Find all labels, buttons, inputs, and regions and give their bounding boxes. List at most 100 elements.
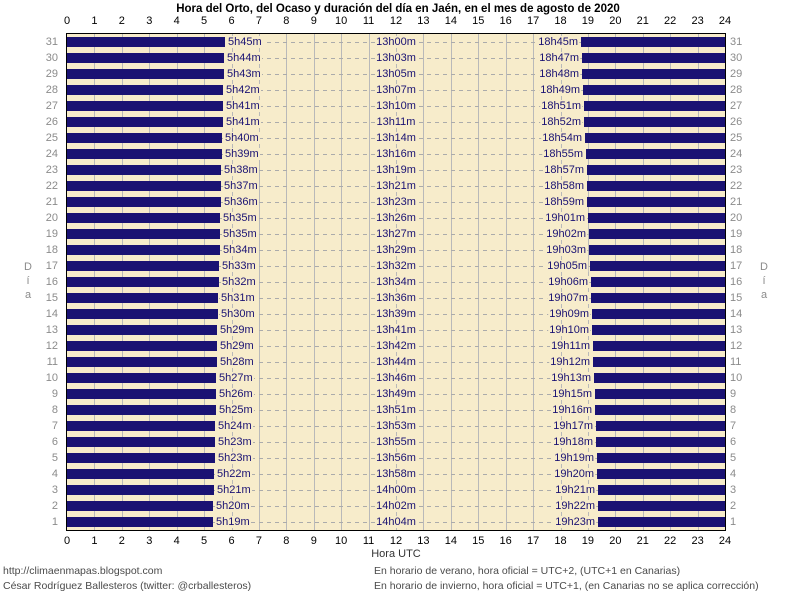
day-duration-label: 14h04m — [375, 516, 417, 528]
footer-note-winter: En horario de invierno, hora oficial = U… — [374, 580, 759, 592]
sunrise-time-label: 5h19m — [215, 516, 251, 528]
hour-tick-label: 20 — [609, 15, 622, 27]
night-bar-morning — [67, 277, 219, 287]
night-bar-morning — [67, 149, 222, 159]
hour-tick-label: 0 — [63, 535, 71, 547]
night-bar-morning — [67, 357, 217, 367]
day-number-label: 27 — [45, 100, 58, 112]
footer-note-summer: En horario de verano, hora oficial = UTC… — [374, 565, 681, 577]
night-bar-evening — [588, 213, 725, 223]
sunrise-time-label: 5h36m — [223, 196, 259, 208]
day-number-label: 5 — [730, 452, 737, 464]
hour-tick-label: 2 — [118, 15, 125, 27]
night-bar-evening — [593, 357, 725, 367]
day-number-label: 24 — [730, 148, 743, 160]
day-number-label: 9 — [51, 388, 58, 400]
day-number-label: 8 — [730, 404, 737, 416]
night-bar-morning — [67, 165, 221, 175]
day-number-label: 8 — [51, 404, 58, 416]
hour-tick-label: 18 — [554, 15, 567, 27]
day-number-label: 2 — [730, 500, 737, 512]
sunrise-time-label: 5h43m — [226, 68, 262, 80]
day-duration-label: 13h07m — [375, 84, 417, 96]
day-duration-label: 13h58m — [375, 468, 417, 480]
sunset-time-label: 19h17m — [552, 420, 594, 432]
night-bar-evening — [595, 389, 725, 399]
sunset-time-label: 19h10m — [548, 324, 590, 336]
night-bar-evening — [584, 117, 725, 127]
hour-tick-label: 17 — [526, 15, 540, 27]
day-number-label: 30 — [45, 52, 58, 64]
day-number-label: 15 — [45, 292, 58, 304]
day-duration-label: 13h42m — [375, 340, 417, 352]
day-number-label: 20 — [730, 212, 743, 224]
day-number-label: 4 — [51, 468, 58, 480]
sunset-time-label: 19h22m — [554, 500, 596, 512]
day-duration-label: 13h44m — [375, 356, 417, 368]
hour-tick-label: 3 — [146, 535, 153, 547]
day-duration-label: 13h32m — [375, 260, 417, 272]
sunset-time-label: 19h01m — [544, 212, 586, 224]
sunrise-time-label: 5h32m — [221, 276, 257, 288]
sunset-time-label: 19h19m — [553, 452, 595, 464]
hour-tick-label: 6 — [228, 535, 235, 547]
day-number-label: 9 — [730, 388, 737, 400]
hour-tick-label: 24 — [718, 535, 732, 547]
day-number-label: 3 — [51, 484, 58, 496]
night-bar-evening — [592, 309, 725, 319]
day-number-label: 21 — [730, 196, 743, 208]
hour-tick-label: 21 — [636, 535, 649, 547]
hour-tick-label: 22 — [664, 15, 677, 27]
night-bar-morning — [67, 229, 220, 239]
night-bar-morning — [67, 213, 220, 223]
day-number-label: 23 — [730, 164, 743, 176]
hour-tick-label: 15 — [472, 535, 485, 547]
day-number-label: 26 — [730, 116, 743, 128]
footer-url: http://climaenmapas.blogspot.com — [3, 565, 163, 577]
day-number-label: 22 — [730, 180, 743, 192]
hour-tick-label: 11 — [362, 15, 375, 27]
day-number-label: 14 — [730, 308, 743, 320]
night-bar-morning — [67, 453, 215, 463]
day-number-label: 17 — [730, 260, 743, 272]
day-number-label: 30 — [730, 52, 743, 64]
sunset-time-label: 19h23m — [554, 516, 596, 528]
day-number-label: 14 — [45, 308, 58, 320]
x-axis-top: 0 1 2 3 4 5 6 7 8 9 10 11 12 13 14 15 16 17 18 19 20 21 22 23 24 — [0, 15, 796, 28]
night-bar-evening — [597, 469, 725, 479]
sunset-time-label: 19h09m — [548, 308, 590, 320]
day-duration-label: 13h21m — [375, 180, 417, 192]
day-number-label: 31 — [45, 36, 58, 48]
sunset-time-label: 19h16m — [551, 404, 593, 416]
sunrise-time-label: 5h34m — [222, 244, 258, 256]
hour-tick-label: 20 — [609, 535, 622, 547]
night-bar-morning — [67, 101, 223, 111]
hour-tick-label: 16 — [499, 15, 512, 27]
night-bar-morning — [67, 437, 215, 447]
day-duration-label: 13h41m — [375, 324, 417, 336]
day-number-label: 13 — [730, 324, 743, 336]
x-axis-bottom: 0 1 2 3 4 5 6 7 8 9 10 11 12 13 14 15 16 17 18 19 20 21 22 23 24 — [0, 535, 796, 548]
sunrise-time-label: 5h35m — [222, 212, 258, 224]
day-number-label: 29 — [730, 68, 743, 80]
hour-tick-label: 4 — [173, 15, 180, 27]
sunset-time-label: 18h55m — [542, 148, 584, 160]
day-number-label: 19 — [45, 228, 58, 240]
day-number-label: 25 — [45, 132, 58, 144]
day-duration-label: 13h46m — [375, 372, 417, 384]
day-number-label: 11 — [46, 356, 58, 368]
day-duration-label: 13h11m — [375, 116, 417, 128]
day-duration-label: 13h29m — [375, 244, 417, 256]
hour-tick-label: 9 — [310, 15, 317, 27]
hour-tick-label: 7 — [255, 15, 262, 27]
hour-tick-label: 10 — [335, 15, 348, 27]
hour-tick-label: 11 — [362, 535, 375, 547]
night-bar-morning — [67, 293, 218, 303]
day-number-label: 21 — [45, 196, 58, 208]
day-number-label: 7 — [730, 420, 737, 432]
sunset-time-label: 18h57m — [543, 164, 585, 176]
day-number-label: 7 — [51, 420, 58, 432]
hour-tick-label: 0 — [63, 15, 71, 27]
night-bar-morning — [67, 389, 216, 399]
sunrise-time-label: 5h29m — [219, 324, 255, 336]
